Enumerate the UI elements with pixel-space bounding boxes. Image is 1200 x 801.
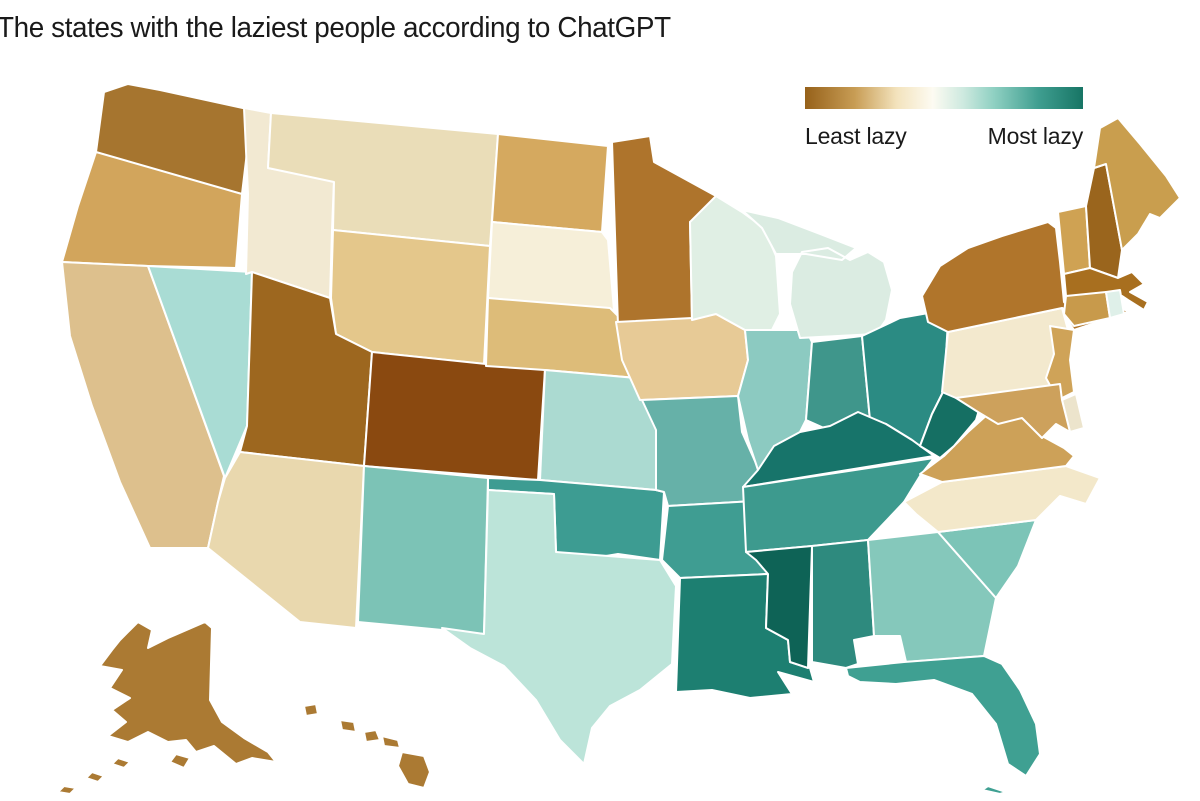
state-texas [441, 489, 677, 765]
state-new-mexico [357, 465, 489, 635]
state-hawaii [303, 703, 431, 789]
state-alabama [811, 539, 875, 669]
legend-gradient [805, 87, 1083, 109]
state-new-jersey [1045, 325, 1075, 401]
state-north-dakota [491, 133, 609, 233]
legend: Least lazy Most lazy [805, 87, 1083, 150]
alaska-inset [57, 621, 277, 795]
legend-least-lazy-label: Least lazy [805, 123, 907, 149]
page-title: The states with the laziest people accor… [0, 12, 671, 44]
state-iowa [615, 313, 749, 401]
state-connecticut [1063, 291, 1111, 327]
state-michigan [741, 209, 893, 339]
state-wisconsin [689, 195, 781, 335]
state-south-dakota [487, 221, 615, 311]
legend-most-lazy-label: Most lazy [987, 123, 1084, 149]
state-maryland [955, 383, 1071, 439]
state-arizona [207, 451, 365, 629]
state-north-carolina [903, 465, 1101, 533]
lower-48-states [61, 83, 1181, 795]
state-colorado [363, 351, 546, 481]
state-alaska [57, 621, 277, 795]
state-mississippi [745, 545, 813, 669]
state-florida [845, 655, 1041, 795]
hawaii-inset [303, 703, 431, 789]
legend-labels: Least lazy Most lazy [805, 123, 1083, 150]
state-vermont [1057, 205, 1091, 275]
state-rhode-island [1105, 289, 1125, 319]
state-maine [1093, 117, 1181, 251]
